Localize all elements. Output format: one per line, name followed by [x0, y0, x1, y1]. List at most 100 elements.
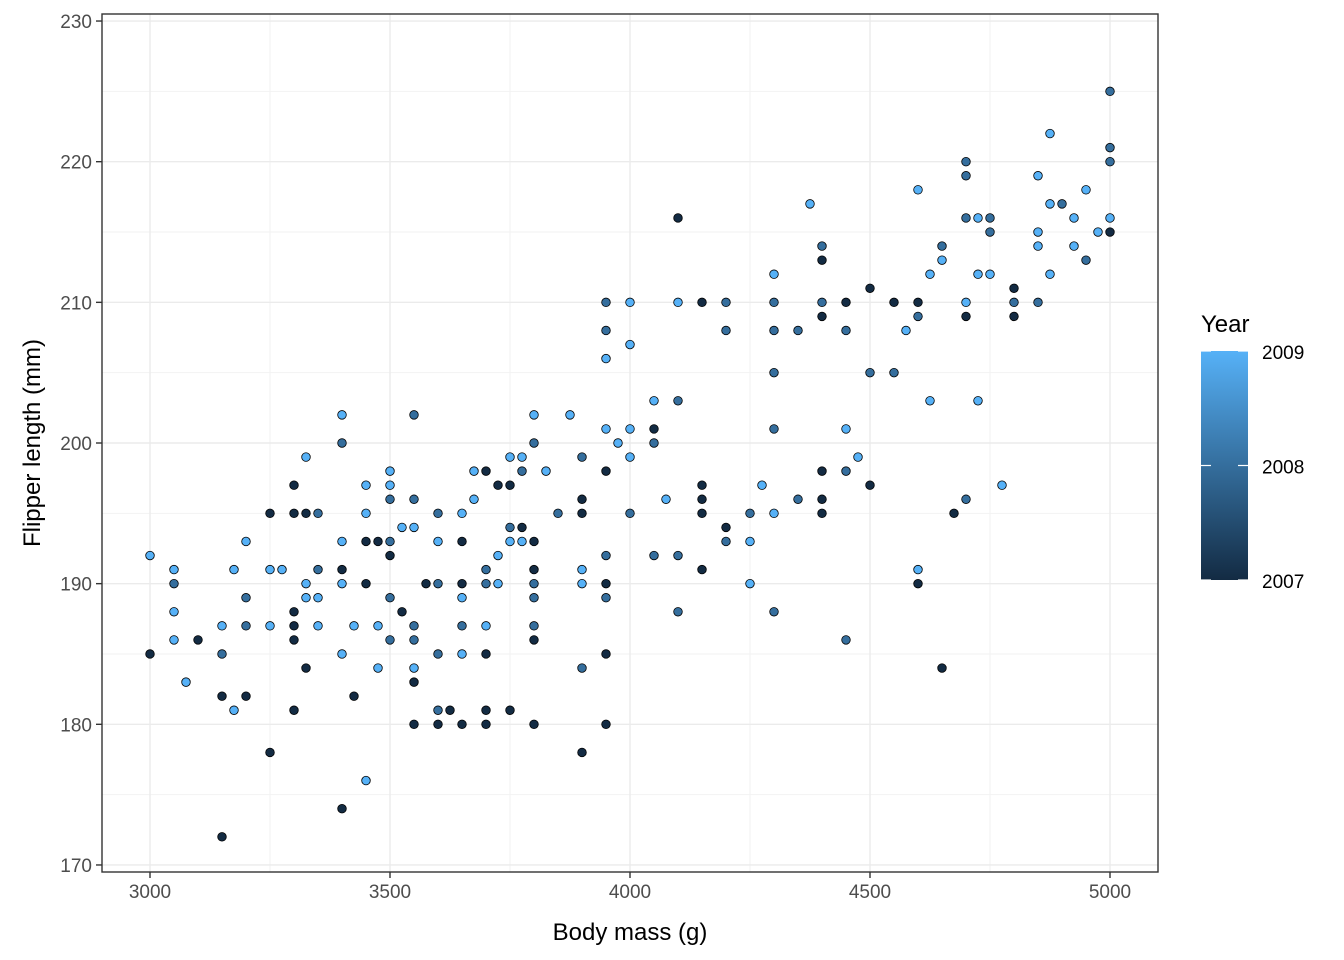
data-point — [661, 494, 671, 504]
data-point — [457, 578, 467, 589]
data-point — [445, 705, 455, 715]
data-point — [313, 564, 323, 575]
data-point — [841, 424, 851, 434]
data-point — [817, 241, 827, 251]
data-point — [817, 494, 827, 504]
data-point — [937, 255, 947, 265]
data-point — [913, 185, 923, 195]
y-tick-label: 200 — [60, 434, 92, 455]
data-point — [565, 410, 575, 420]
data-point — [625, 452, 635, 462]
data-point — [409, 719, 419, 730]
data-point — [541, 466, 551, 476]
legend-ticks: 2009 2008 2007 — [1201, 343, 1304, 593]
data-point — [1081, 255, 1091, 265]
data-point — [769, 607, 779, 617]
data-point — [1057, 199, 1067, 209]
data-point — [409, 410, 419, 420]
data-point — [181, 677, 191, 687]
data-point — [913, 311, 923, 322]
data-point — [241, 593, 251, 603]
data-point — [517, 452, 527, 462]
data-point — [481, 578, 491, 589]
data-point — [841, 635, 851, 645]
data-point — [337, 410, 347, 420]
data-point — [289, 480, 299, 490]
y-tick-label: 170 — [60, 856, 92, 877]
data-point — [1045, 199, 1055, 209]
data-point — [337, 578, 347, 589]
data-point — [169, 635, 179, 645]
data-point — [409, 663, 419, 673]
data-point — [373, 663, 383, 673]
data-point — [301, 593, 311, 603]
data-point — [1105, 227, 1115, 237]
data-point — [601, 424, 611, 434]
data-point — [961, 213, 971, 223]
data-point — [1033, 297, 1043, 308]
data-point — [469, 466, 479, 476]
data-point — [337, 438, 347, 448]
data-point — [649, 438, 659, 448]
data-point — [769, 508, 779, 519]
data-point — [217, 621, 227, 631]
data-point — [961, 311, 971, 322]
data-point — [289, 621, 299, 631]
data-point — [289, 705, 299, 715]
data-point — [1009, 283, 1019, 293]
data-point — [1033, 227, 1043, 237]
legend-label: 2008 — [1262, 458, 1304, 479]
data-point — [433, 705, 443, 715]
data-point — [649, 396, 659, 406]
data-point — [601, 325, 611, 336]
data-point — [721, 325, 731, 336]
data-point — [409, 522, 419, 533]
data-point — [985, 227, 995, 237]
data-point — [457, 719, 467, 730]
data-point — [697, 480, 707, 490]
data-point — [1069, 241, 1079, 251]
data-point — [337, 649, 347, 659]
data-point — [433, 536, 443, 547]
data-point — [385, 536, 395, 547]
data-point — [1105, 156, 1115, 167]
data-point — [1105, 213, 1115, 223]
data-point — [289, 508, 299, 519]
data-point — [805, 199, 815, 209]
data-point — [313, 621, 323, 631]
data-point — [817, 255, 827, 265]
x-axis-title: Body mass (g) — [553, 919, 708, 946]
data-point — [769, 269, 779, 279]
data-point — [1009, 297, 1019, 308]
data-point — [433, 649, 443, 659]
data-point — [277, 564, 287, 575]
data-point — [601, 578, 611, 589]
color-legend: Year 2009 2008 2007 — [1201, 311, 1304, 593]
data-point — [433, 578, 443, 589]
data-point — [577, 494, 587, 504]
data-point — [961, 494, 971, 504]
data-point — [745, 508, 755, 519]
data-point — [913, 578, 923, 589]
data-point — [373, 621, 383, 631]
data-point — [841, 297, 851, 308]
data-point — [1045, 128, 1055, 139]
data-point — [505, 522, 515, 533]
data-point — [913, 564, 923, 575]
data-point — [529, 635, 539, 645]
data-point — [757, 480, 767, 490]
y-tick-label: 230 — [60, 12, 92, 33]
data-point — [769, 367, 779, 378]
data-point — [433, 719, 443, 730]
data-point — [313, 508, 323, 519]
data-point — [361, 578, 371, 589]
data-point — [349, 621, 359, 631]
data-point — [217, 649, 227, 659]
y-tick-label: 190 — [60, 575, 92, 596]
data-point — [937, 663, 947, 673]
data-point — [301, 578, 311, 589]
data-point — [229, 564, 239, 575]
data-point — [865, 367, 875, 378]
data-point — [169, 564, 179, 575]
